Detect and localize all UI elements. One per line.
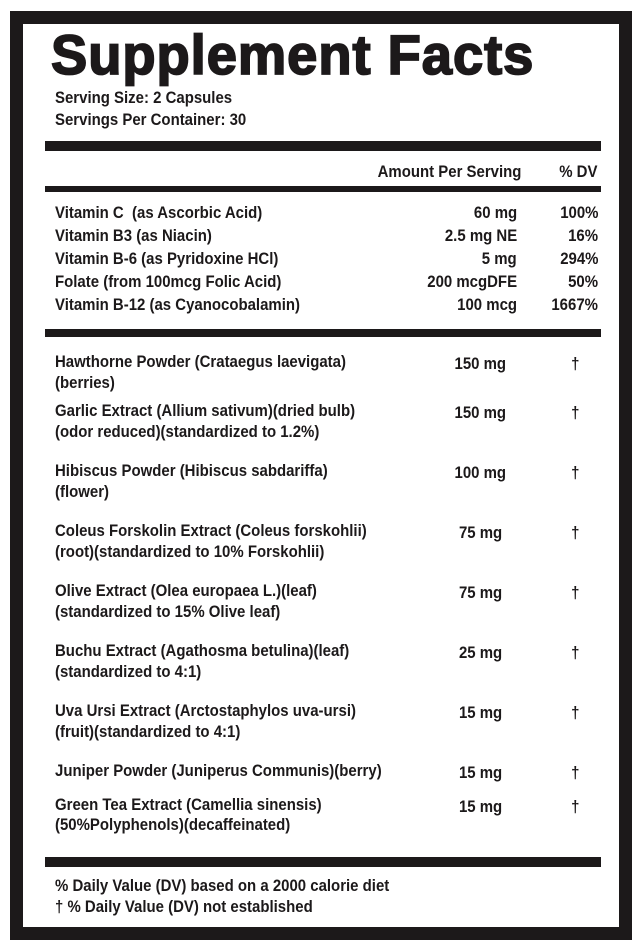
- ingredient-dv: 1667%: [551, 294, 598, 314]
- ingredient-name: Coleus Forskolin Extract (Coleus forskoh…: [55, 521, 367, 561]
- panel-content: Supplement Facts Serving Size: 2 Capsule…: [23, 24, 619, 927]
- serving-size: Serving Size: 2 Capsules: [55, 87, 233, 107]
- ingredient-name: Garlic Extract (Allium sativum)(dried bu…: [55, 401, 356, 441]
- header-divider: [45, 185, 601, 192]
- botanicals-section: Hawthorne Powder (Crataegus laevigata) (…: [45, 337, 601, 836]
- footnote-dv-basis: % Daily Value (DV) based on a 2000 calor…: [55, 876, 390, 895]
- thick-divider-footer: [45, 856, 601, 867]
- ingredient-dv: 100%: [559, 202, 598, 222]
- ingredient-amount: 15 mg: [458, 796, 503, 816]
- table-row: Vitamin B-12 (as Cyanocobalamin) 100 mcg…: [45, 293, 601, 316]
- ingredient-dv-dagger: †: [570, 643, 579, 663]
- table-row: Vitamin B-6 (as Pyridoxine HCl) 5 mg 294…: [45, 247, 601, 270]
- ingredient-amount: 150 mg: [454, 354, 507, 374]
- ingredient-name: Vitamin B3 (as Niacin): [55, 225, 212, 245]
- ingredient-amount: 15 mg: [458, 763, 503, 783]
- ingredient-amount: 5 mg: [482, 248, 517, 268]
- table-row: Folate (from 100mcg Folic Acid) 200 mcgD…: [45, 270, 601, 293]
- vitamins-section: Vitamin C (as Ascorbic Acid) 60 mg 100% …: [45, 192, 601, 329]
- table-row: Juniper Powder (Juniperus Communis)(berr…: [45, 761, 601, 784]
- thick-divider-top: [45, 140, 601, 151]
- ingredient-dv-dagger: †: [570, 703, 579, 723]
- table-row: Garlic Extract (Allium sativum)(dried bu…: [45, 401, 601, 442]
- ingredient-name: Hawthorne Powder (Crataegus laevigata) (…: [55, 352, 346, 392]
- ingredient-name: Vitamin C (as Ascorbic Acid): [55, 202, 263, 222]
- table-row: Vitamin C (as Ascorbic Acid) 60 mg 100%: [45, 201, 601, 224]
- ingredient-dv: 16%: [568, 225, 598, 245]
- table-row: Uva Ursi Extract (Arctostaphylos uva-urs…: [45, 701, 601, 742]
- ingredient-name: Hibiscus Powder (Hibiscus sabdariffa) (f…: [55, 461, 328, 501]
- column-header-amount: Amount Per Serving: [377, 161, 521, 181]
- ingredient-dv-dagger: †: [570, 763, 579, 783]
- table-row: Buchu Extract (Agathosma betulina)(leaf)…: [45, 641, 601, 682]
- ingredient-amount: 60 mg: [473, 202, 517, 222]
- ingredient-name: Olive Extract (Olea europaea L.)(leaf) (…: [55, 581, 317, 621]
- ingredient-dv-dagger: †: [570, 463, 579, 483]
- ingredient-name: Vitamin B-6 (as Pyridoxine HCl): [55, 248, 279, 268]
- column-header-row: Amount Per Serving % DV: [45, 151, 601, 186]
- ingredient-dv-dagger: †: [570, 523, 579, 543]
- supplement-facts-panel: Supplement Facts Serving Size: 2 Capsule…: [10, 11, 632, 940]
- ingredient-name: Folate (from 100mcg Folic Acid): [55, 271, 282, 291]
- table-row: Olive Extract (Olea europaea L.)(leaf) (…: [45, 581, 601, 622]
- table-row: Vitamin B3 (as Niacin) 2.5 mg NE 16%: [45, 224, 601, 247]
- ingredient-dv: 50%: [568, 271, 598, 291]
- ingredient-name: Buchu Extract (Agathosma betulina)(leaf)…: [55, 641, 350, 681]
- footnote-dv-not-established: † % Daily Value (DV) not established: [55, 896, 313, 916]
- ingredient-dv: 294%: [559, 248, 598, 268]
- ingredient-dv-dagger: †: [570, 403, 579, 423]
- panel-title: Supplement Facts: [45, 23, 601, 86]
- column-header-dv: % DV: [558, 161, 597, 181]
- ingredient-dv-dagger: †: [570, 796, 579, 816]
- table-row: Hawthorne Powder (Crataegus laevigata) (…: [45, 352, 601, 393]
- servings-per-container: Servings Per Container: 30: [55, 109, 247, 129]
- ingredient-amount: 150 mg: [454, 403, 507, 423]
- ingredient-amount: 75 mg: [458, 523, 503, 543]
- ingredient-name: Uva Ursi Extract (Arctostaphylos uva-urs…: [55, 701, 356, 741]
- ingredient-dv-dagger: †: [570, 583, 579, 603]
- ingredient-amount: 200 mcgDFE: [427, 271, 517, 291]
- ingredient-name: Juniper Powder (Juniperus Communis)(berr…: [55, 761, 382, 781]
- ingredient-amount: 75 mg: [458, 583, 503, 603]
- panel-title-text: Supplement Facts: [50, 23, 535, 86]
- ingredient-amount: 100 mg: [454, 463, 507, 483]
- ingredient-name: Green Tea Extract (Camellia sinensis) (5…: [55, 794, 322, 835]
- ingredient-amount: 25 mg: [458, 643, 503, 663]
- ingredient-amount: 2.5 mg NE: [444, 225, 517, 245]
- section-divider: [45, 328, 601, 338]
- table-row: Green Tea Extract (Camellia sinensis) (5…: [45, 795, 601, 836]
- ingredient-name: Vitamin B-12 (as Cyanocobalamin): [55, 294, 300, 314]
- table-row: Coleus Forskolin Extract (Coleus forskoh…: [45, 521, 601, 562]
- table-row: Hibiscus Powder (Hibiscus sabdariffa) (f…: [45, 461, 601, 502]
- ingredient-amount: 100 mcg: [457, 294, 517, 314]
- ingredient-amount: 15 mg: [458, 703, 503, 723]
- footnotes: % Daily Value (DV) based on a 2000 calor…: [45, 867, 601, 917]
- ingredient-dv-dagger: †: [570, 354, 579, 374]
